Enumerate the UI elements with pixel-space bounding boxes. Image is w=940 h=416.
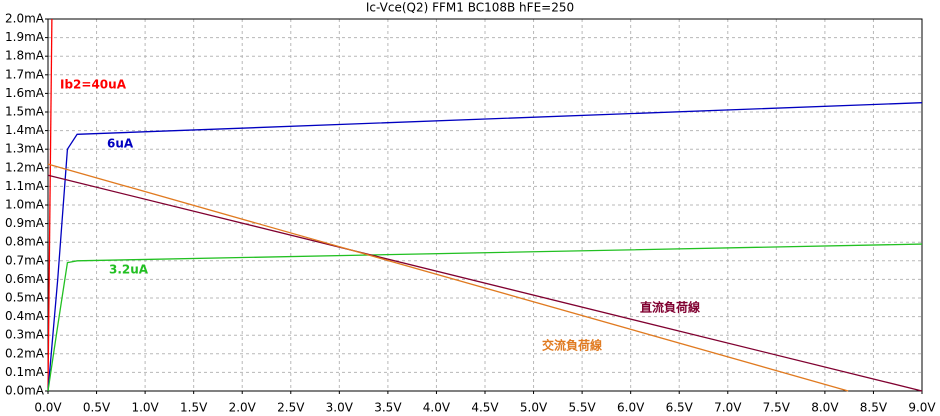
series-line — [47, 163, 849, 392]
x-tick-label: 7.5V — [763, 401, 791, 415]
series-line — [47, 243, 923, 392]
y-tick-label: 1.1mA — [5, 179, 45, 193]
x-tick-label: 8.0V — [811, 401, 839, 415]
y-tick-label: 1.6mA — [5, 86, 45, 100]
y-tick-label: 1.0mA — [5, 198, 45, 212]
y-tick-label: 1.4mA — [5, 123, 45, 137]
y-tick-label: 2.0mA — [5, 12, 45, 26]
x-tick-label: 2.0V — [229, 401, 257, 415]
y-tick-label: 1.5mA — [5, 105, 45, 119]
y-tick-label: 0.1mA — [5, 365, 45, 379]
x-tick-label: 5.5V — [568, 401, 596, 415]
x-tick-label: 0.0V — [34, 401, 62, 415]
x-tick-label: 2.5V — [277, 401, 305, 415]
x-tick-label: 4.0V — [423, 401, 451, 415]
series-line — [47, 102, 923, 392]
x-tick-label: 1.5V — [180, 401, 208, 415]
series-line — [47, 18, 53, 392]
series-label: 3.2uA — [109, 263, 149, 277]
x-tick-label: 0.5V — [83, 401, 111, 415]
x-tick-label: 6.5V — [666, 401, 694, 415]
y-tick-label: 1.3mA — [5, 142, 45, 156]
series-label: 6uA — [107, 137, 134, 151]
series-label: 交流負荷線 — [542, 338, 602, 353]
series-label: 直流負荷線 — [640, 300, 700, 315]
y-tick-label: 0.5mA — [5, 291, 45, 305]
y-tick-label: 1.8mA — [5, 49, 45, 63]
y-tick-label: 0.2mA — [5, 346, 45, 360]
x-tick-label: 8.5V — [860, 401, 888, 415]
y-tick-label: 1.2mA — [5, 160, 45, 174]
y-tick-label: 0.4mA — [5, 309, 45, 323]
x-tick-label: 3.0V — [326, 401, 354, 415]
plot-frame — [47, 18, 923, 392]
series-label: Ib2=40uA — [60, 78, 127, 92]
y-tick-label: 0.6mA — [5, 272, 45, 286]
y-tick-label: 0.7mA — [5, 253, 45, 267]
y-tick-label: 1.7mA — [5, 67, 45, 81]
y-tick-label: 0.9mA — [5, 216, 45, 230]
y-tick-label: 0.3mA — [5, 328, 45, 342]
x-tick-label: 3.5V — [374, 401, 402, 415]
x-tick-label: 1.0V — [131, 401, 159, 415]
y-tick-label: 1.9mA — [5, 30, 45, 44]
series-line — [47, 174, 923, 392]
x-tick-label: 9.0V — [908, 401, 936, 415]
x-tick-label: 6.0V — [617, 401, 645, 415]
y-tick-label: 0.8mA — [5, 235, 45, 249]
y-tick-label: 0.0mA — [5, 384, 45, 398]
chart-title: Ic-Vce(Q2) FFM1 BC108B hFE=250 — [366, 1, 574, 15]
x-tick-label: 7.0V — [714, 401, 742, 415]
x-tick-label: 4.5V — [471, 401, 499, 415]
x-tick-label: 5.0V — [520, 401, 548, 415]
